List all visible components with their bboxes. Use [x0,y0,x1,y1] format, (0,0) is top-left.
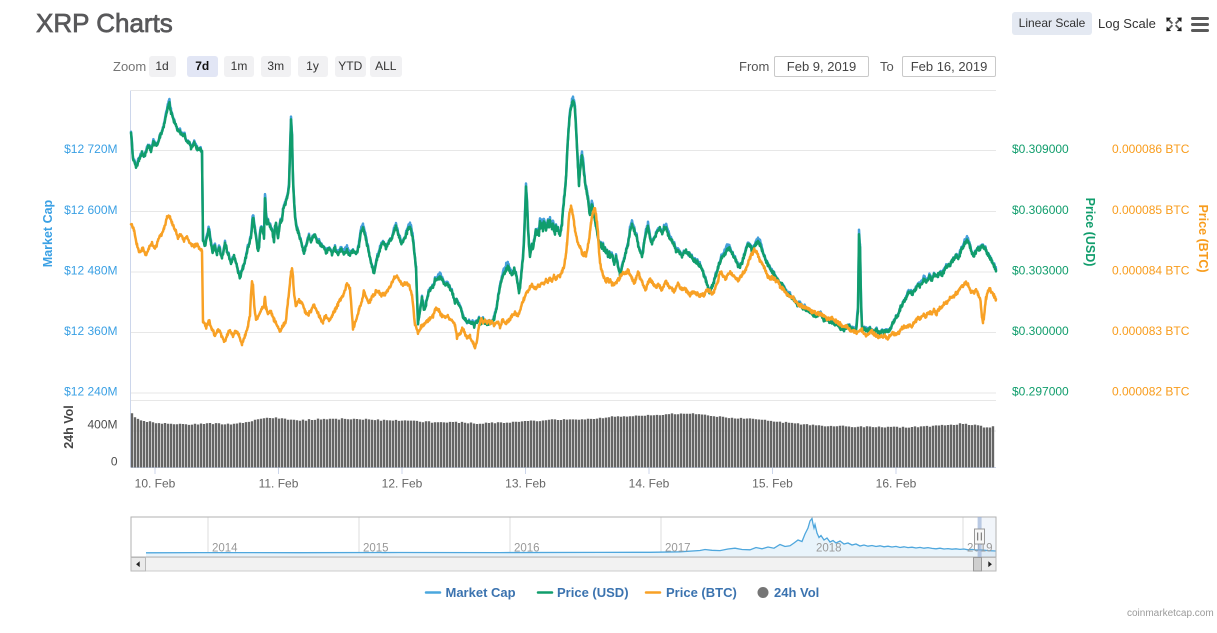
svg-text:10. Feb: 10. Feb [135,477,176,491]
svg-text:$12 240M: $12 240M [64,385,117,399]
svg-text:0.000086 BTC: 0.000086 BTC [1112,142,1190,156]
svg-text:400M: 400M [87,418,117,432]
svg-text:0: 0 [111,455,118,469]
svg-text:0.000082 BTC: 0.000082 BTC [1112,385,1190,399]
svg-text:2018: 2018 [816,543,842,555]
svg-text:$12 480M: $12 480M [64,264,117,278]
svg-text:Market Cap: Market Cap [41,199,55,267]
svg-text:$12 600M: $12 600M [64,203,117,217]
svg-text:13. Feb: 13. Feb [505,477,546,491]
svg-text:2015: 2015 [363,543,389,555]
svg-text:12. Feb: 12. Feb [382,477,423,491]
svg-text:$0.300000: $0.300000 [1012,324,1069,338]
svg-text:$12 720M: $12 720M [64,142,117,156]
svg-text:0.000084 BTC: 0.000084 BTC [1112,264,1190,278]
svg-text:0.000083 BTC: 0.000083 BTC [1112,324,1190,338]
svg-text:$12 360M: $12 360M [64,324,117,338]
svg-text:24h Vol: 24h Vol [62,405,76,449]
svg-text:Price (USD): Price (USD) [1083,198,1097,267]
svg-text:2016: 2016 [514,543,540,555]
svg-text:15. Feb: 15. Feb [752,477,793,491]
svg-text:$0.309000: $0.309000 [1012,142,1069,156]
svg-text:$0.297000: $0.297000 [1012,385,1069,399]
svg-text:11. Feb: 11. Feb [259,477,299,491]
svg-text:Market Cap: Market Cap [446,585,516,600]
svg-text:2014: 2014 [212,543,238,555]
svg-text:Price (USD): Price (USD) [557,585,629,600]
svg-text:2017: 2017 [665,543,691,555]
svg-text:0.000085 BTC: 0.000085 BTC [1112,203,1190,217]
svg-text:24h Vol: 24h Vol [774,585,819,600]
svg-text:$0.306000: $0.306000 [1012,203,1069,217]
svg-text:$0.303000: $0.303000 [1012,264,1069,278]
svg-text:16. Feb: 16. Feb [876,477,917,491]
svg-text:Price (BTC): Price (BTC) [1196,204,1210,272]
svg-text:Price (BTC): Price (BTC) [666,585,737,600]
svg-text:14. Feb: 14. Feb [629,477,670,491]
